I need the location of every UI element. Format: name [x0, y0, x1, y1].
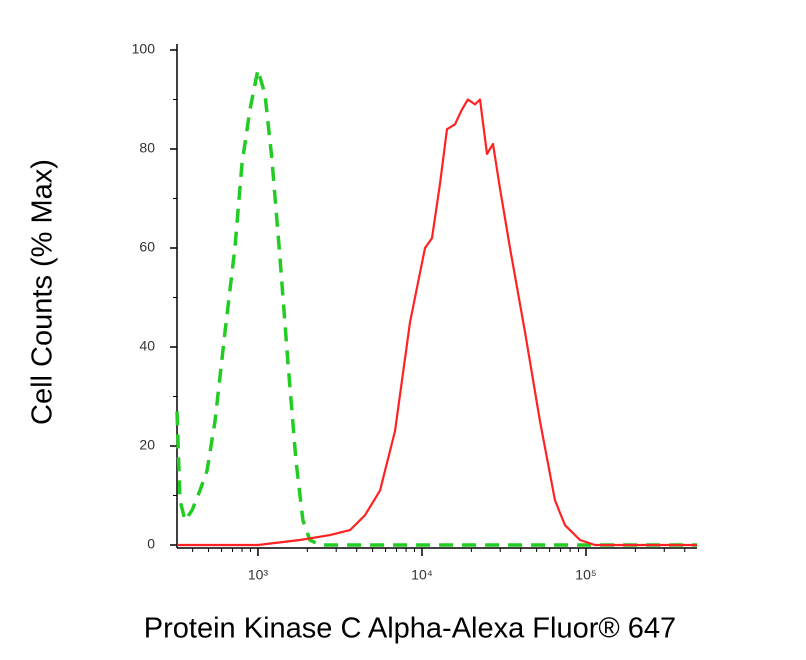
x-axis-title: Protein Kinase C Alpha-Alexa Fluor® 647: [144, 613, 676, 645]
x-tick-label: 10³: [248, 567, 269, 583]
x-tick-label: 10⁴: [411, 567, 433, 583]
y-tick-label: 80: [139, 140, 155, 156]
data-line: [177, 98, 697, 547]
y-tick-label: 60: [139, 239, 155, 255]
x-tick-label: 10⁵: [575, 567, 596, 583]
y-axis-title: Cell Counts (% Max): [27, 159, 59, 425]
y-tick-label: 20: [139, 437, 155, 453]
y-tick-label: 0: [147, 536, 155, 552]
y-tick-label: 100: [132, 41, 156, 57]
data-line: [175, 68, 697, 547]
y-tick-label: 40: [139, 338, 155, 354]
